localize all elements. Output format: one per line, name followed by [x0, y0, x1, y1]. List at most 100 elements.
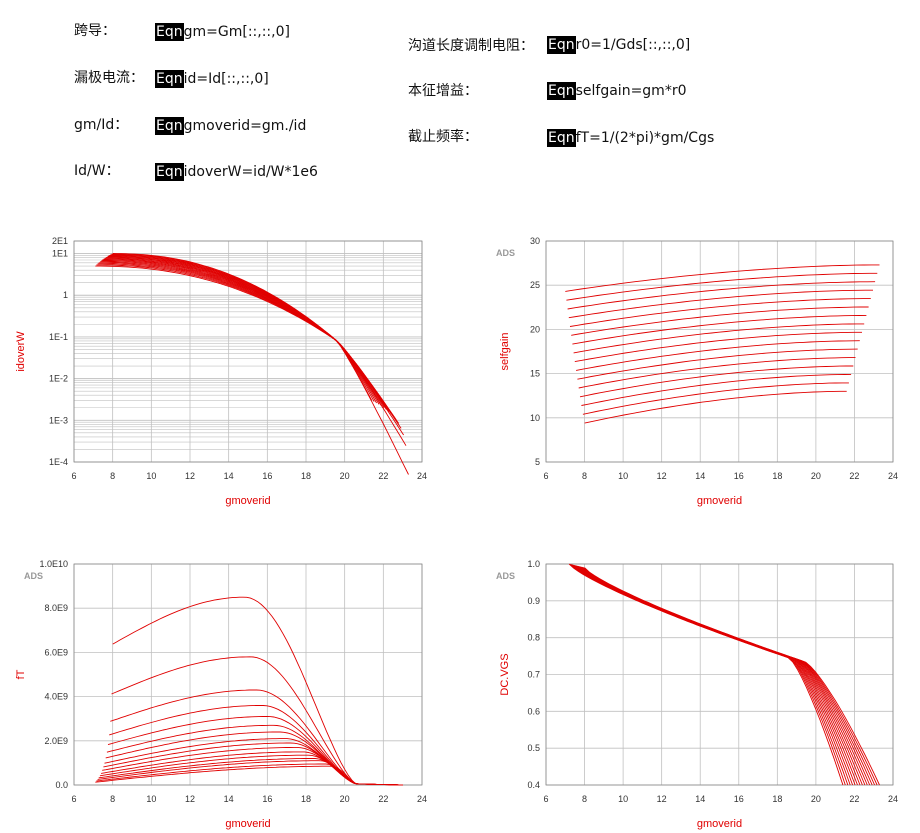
y-axis-label: DC.VGS: [499, 653, 511, 695]
x-tick-label: 18: [772, 794, 782, 804]
y-axis-label: selfgain: [499, 333, 511, 371]
eq-gmoverid-expr: gmoverid=gm./id: [183, 118, 307, 134]
dcvgs-curve: [581, 566, 873, 786]
ft-curve: [110, 689, 403, 786]
x-tick-label: 24: [417, 471, 427, 481]
y-tick-label: 0.4: [527, 780, 540, 790]
y-tick-label: 1E-4: [49, 457, 68, 467]
chart-ft[interactable]: 6 8 10 12 14 16 18 20 22 24 1.0E10 8.0E9 6.0E9 4.0E9 2…: [15, 559, 427, 830]
ft-curve: [109, 704, 403, 786]
eq-gm-expr: gm=Gm[::,::,0]: [183, 24, 290, 40]
x-tick-label: 8: [582, 471, 587, 481]
idoverw-curve: [109, 255, 380, 405]
eq-label-r0: 沟道长度调制电阻：: [408, 38, 534, 54]
dcvgs-curve: [579, 566, 868, 786]
dcvgs-curve: [584, 567, 880, 786]
x-tick-label: 6: [543, 471, 548, 481]
y-tick-label: 2.0E9: [44, 736, 68, 746]
y-tick-label: 20: [530, 324, 540, 334]
y-tick-label: 15: [530, 369, 540, 379]
x-tick-label: 16: [734, 794, 744, 804]
x-tick-label: 10: [618, 794, 628, 804]
eq-gm[interactable]: Eqngm=Gm[::,::,0]: [155, 23, 290, 41]
eq-label-selfgain: 本征增益：: [408, 83, 478, 99]
x-tick-label: 12: [185, 794, 195, 804]
chart-selfgain[interactable]: 6 8 10 12 14 16 18 20 22 24 30 25 20 15 10 5 gmoverid sel…: [496, 236, 898, 507]
eqn-tag: Eqn: [547, 129, 576, 147]
eq-idoverw-expr: idoverW=id/W*1e6: [183, 164, 318, 180]
x-tick-label: 8: [582, 794, 587, 804]
x-tick-label: 6: [71, 794, 76, 804]
ads-badge: ADS: [496, 571, 515, 581]
x-tick-label: 12: [185, 471, 195, 481]
chart-idoverw[interactable]: 6 8 10 12 14 16 18 20 22 24 2E1 1E1 1 1E-1 1E-2 1E-3 1E-…: [15, 236, 427, 507]
eq-r0[interactable]: Eqnr0=1/Gds[::,::,0]: [547, 36, 691, 54]
selfgain-curve: [573, 323, 865, 354]
x-tick-label: 14: [695, 471, 705, 481]
eqn-tag: Eqn: [155, 117, 184, 135]
x-tick-label: 20: [340, 794, 350, 804]
ft-curve: [99, 754, 403, 786]
selfgain-curve: [576, 340, 860, 371]
y-tick-label: 1: [63, 290, 68, 300]
idoverw-curve: [111, 253, 375, 402]
x-axis-label: gmoverid: [225, 495, 270, 507]
chart-dc-vgs[interactable]: 6 8 10 12 14 16 18 20 22 24 1.0 0.9 0.8 0.7 0.6 0.5 0.4 g…: [496, 559, 898, 830]
x-tick-label: 24: [417, 794, 427, 804]
x-tick-label: 20: [811, 471, 821, 481]
eq-r0-expr: r0=1/Gds[::,::,0]: [575, 37, 691, 53]
x-axis-label: gmoverid: [697, 818, 742, 830]
x-tick-label: 16: [262, 794, 272, 804]
y-tick-label: 1E-1: [49, 332, 68, 342]
ft-curve: [105, 731, 403, 786]
selfgain-curve: [574, 331, 862, 363]
x-tick-label: 22: [378, 794, 388, 804]
eq-ft[interactable]: EqnfT=1/(2*pi)*gm/Cgs: [547, 129, 714, 147]
x-tick-label: 12: [657, 794, 667, 804]
eq-id[interactable]: Eqnid=Id[::,::,0]: [155, 70, 269, 88]
x-tick-label: 10: [618, 471, 628, 481]
idoverw-curve: [97, 263, 404, 436]
idoverw-curve: [107, 255, 382, 407]
y-tick-label: 5: [535, 457, 540, 467]
selfgain-curve: [571, 306, 869, 336]
x-tick-label: 10: [146, 794, 156, 804]
dcvgs-curve: [578, 565, 866, 786]
x-tick-label: 20: [811, 794, 821, 804]
dcvgs-curve: [577, 565, 863, 786]
y-tick-label: 0.7: [527, 670, 540, 680]
selfgain-curve: [565, 264, 880, 292]
plot-frame: [545, 240, 894, 463]
y-tick-label: 0.6: [527, 706, 540, 716]
eq-gmoverid[interactable]: Eqngmoverid=gm./id: [155, 117, 307, 135]
eqn-tag: Eqn: [547, 36, 576, 54]
eqn-tag: Eqn: [155, 163, 184, 181]
y-tick-label: 25: [530, 280, 540, 290]
x-tick-label: 24: [888, 471, 898, 481]
x-axis-label: gmoverid: [225, 818, 270, 830]
y-tick-label: 0.0: [55, 780, 68, 790]
x-tick-label: 24: [888, 794, 898, 804]
eq-idoverw[interactable]: EqnidoverW=id/W*1e6: [155, 163, 318, 181]
idoverw-curve: [96, 264, 407, 446]
x-tick-label: 10: [146, 471, 156, 481]
y-tick-label: 2E1: [52, 236, 68, 246]
y-tick-label: 1E-2: [49, 374, 68, 384]
ads-badge: ADS: [24, 571, 43, 581]
x-tick-label: 20: [340, 471, 350, 481]
selfgain-curve: [582, 382, 849, 415]
eq-selfgain[interactable]: Eqnselfgain=gm*r0: [547, 82, 687, 100]
x-tick-label: 16: [262, 471, 272, 481]
dcvgs-curve: [582, 566, 876, 786]
eq-label-gm: 跨导：: [74, 23, 116, 39]
x-axis-label: gmoverid: [697, 495, 742, 507]
selfgain-curve: [579, 365, 854, 398]
y-tick-label: 30: [530, 236, 540, 246]
x-tick-label: 18: [301, 794, 311, 804]
y-tick-label: 0.5: [527, 743, 540, 753]
selfgain-curve: [566, 272, 878, 301]
y-axis-label: fT: [15, 669, 27, 679]
eq-selfgain-expr: selfgain=gm*r0: [575, 83, 687, 99]
ads-badge: ADS: [496, 248, 515, 258]
